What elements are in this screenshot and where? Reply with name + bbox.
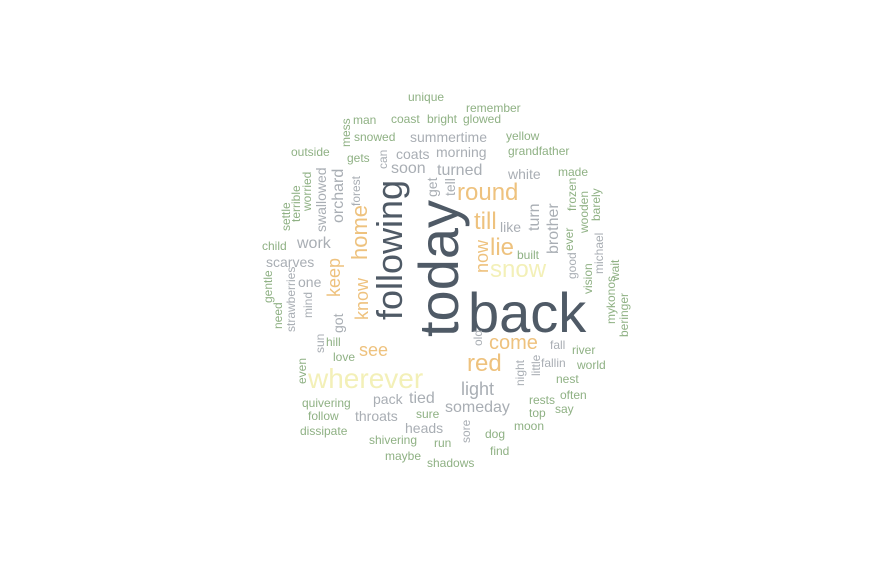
word-bright: bright (427, 112, 458, 126)
word-one: one (298, 274, 322, 290)
word-grandfather: grandfather (508, 144, 570, 158)
word-mess: mess (339, 118, 353, 147)
word-wherever: wherever (308, 363, 424, 394)
word-mind: mind (301, 292, 315, 319)
word-orchard: orchard (330, 169, 347, 224)
word-remember: remember (466, 101, 521, 115)
word-know: know (352, 278, 372, 321)
word-dissipate: dissipate (300, 424, 348, 438)
word-follow: follow (308, 409, 339, 423)
word-beringer: beringer (617, 293, 631, 338)
word-old: old (471, 330, 485, 347)
word-glowed: glowed (463, 112, 502, 126)
word-often: often (560, 388, 587, 402)
word-get: get (424, 178, 440, 198)
word-summertime: summertime (410, 129, 488, 145)
word-heads: heads (405, 420, 444, 436)
word-settle: settle (279, 202, 293, 231)
word-dog: dog (485, 427, 506, 441)
word-love: love (333, 350, 356, 364)
word-river: river (572, 343, 596, 357)
word-round: round (457, 179, 519, 206)
word-forest: forest (349, 176, 363, 207)
word-even: even (295, 358, 309, 385)
word-unique: unique (408, 90, 445, 104)
word-home: home (347, 205, 372, 261)
word-find: find (490, 444, 510, 458)
word-man: man (353, 113, 377, 127)
word-turn: turn (526, 203, 543, 231)
word-mykonos: mykonos (604, 276, 618, 325)
word-light: light (461, 379, 495, 399)
word-coats: coats (396, 146, 430, 162)
word-today: today (407, 200, 470, 337)
word-night: night (513, 360, 527, 387)
word-world: world (577, 358, 606, 372)
word-lie: lie (490, 234, 515, 261)
word-red: red (467, 350, 502, 377)
word-keep: keep (324, 258, 344, 298)
word-now: now (472, 240, 492, 274)
word-hill: hill (326, 335, 341, 349)
word-shadows: shadows (427, 456, 475, 470)
word-got: got (330, 314, 346, 334)
word-soon: soon (391, 160, 426, 177)
word-rests: rests (529, 393, 556, 407)
word-say: say (555, 402, 574, 416)
word-need: need (271, 302, 285, 329)
word-nest: nest (556, 372, 579, 386)
word-yellow: yellow (506, 129, 540, 143)
word-pack: pack (373, 391, 403, 407)
word-throats: throats (355, 408, 398, 424)
word-barely: barely (589, 188, 603, 221)
word-following: following (369, 180, 410, 321)
word-ever: ever (562, 228, 576, 252)
word-shivering: shivering (369, 433, 418, 447)
word-maybe: maybe (385, 449, 422, 463)
word-fallin: fallin (541, 356, 566, 370)
word-back: back (468, 281, 587, 344)
word-someday: someday (445, 399, 510, 416)
word-till: till (474, 208, 497, 235)
word-quivering: quivering (302, 396, 351, 410)
word-gentle: gentle (261, 270, 275, 303)
word-work: work (297, 235, 331, 252)
word-made: made (558, 165, 589, 179)
word-sore: sore (459, 420, 473, 444)
word-snow: snow (490, 256, 547, 283)
word-turned: turned (437, 162, 483, 179)
word-run: run (434, 436, 452, 450)
word-fall: fall (550, 338, 566, 352)
word-little: little (529, 355, 543, 377)
word-morning: morning (436, 144, 487, 160)
word-gets: gets (347, 151, 370, 165)
word-outside: outside (291, 145, 330, 159)
word-tell: tell (442, 178, 458, 196)
word-moon: moon (514, 419, 545, 433)
word-sun: sun (313, 334, 327, 354)
word-like: like (500, 219, 522, 235)
word-strawberries: strawberries (284, 267, 298, 333)
word-tied: tied (409, 390, 435, 407)
word-child: child (262, 239, 287, 253)
word-top: top (529, 406, 546, 420)
word-coast: coast (391, 112, 420, 126)
word-built: built (517, 248, 540, 262)
word-white: white (508, 166, 541, 182)
word-scarves: scarves (266, 254, 315, 270)
word-sure: sure (416, 407, 440, 421)
word-can: can (376, 150, 390, 170)
word-come: come (489, 332, 538, 354)
word-brother: brother (545, 203, 562, 254)
word-swallowed: swallowed (313, 167, 329, 232)
word-snowed: snowed (354, 130, 396, 144)
word-see: see (359, 340, 389, 360)
word-good: good (565, 252, 579, 279)
